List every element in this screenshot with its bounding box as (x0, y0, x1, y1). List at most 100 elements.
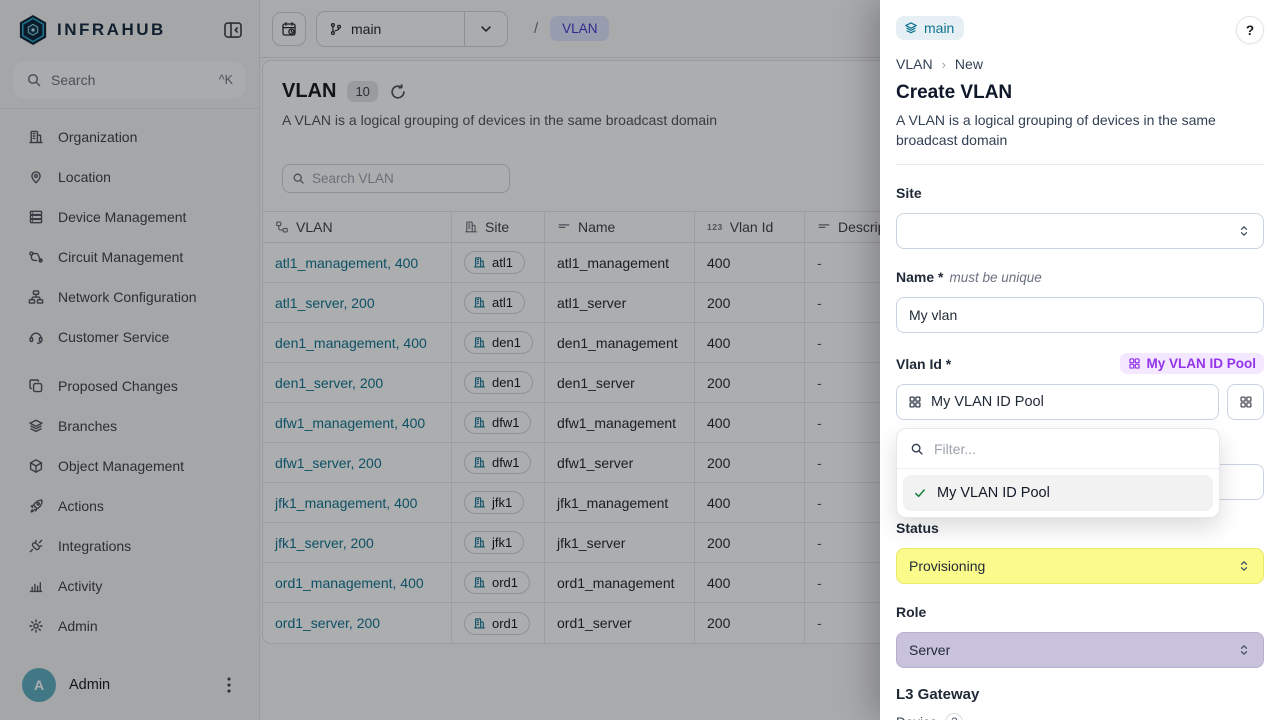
vlan-link[interactable]: ord1_management, 400 (275, 574, 424, 591)
description-cell: - (817, 494, 822, 511)
create-vlan-drawer: main ? VLAN › New Create VLAN A VLAN is … (880, 0, 1280, 720)
vlan-link[interactable]: atl1_server, 200 (275, 294, 375, 311)
site-badge[interactable]: ord1 (464, 571, 531, 594)
site-badge[interactable]: atl1 (464, 291, 525, 314)
page-description: A VLAN is a logical grouping of devices … (282, 112, 718, 128)
chevrons-up-down-icon (1237, 224, 1251, 238)
breadcrumb-current[interactable]: VLAN (550, 16, 610, 41)
col-vlan[interactable]: VLAN (263, 212, 451, 242)
site-name: dfw1 (492, 455, 520, 470)
name-cell: dfw1_management (557, 414, 677, 431)
calendar-clock-icon[interactable] (272, 11, 306, 46)
sidebar-item-proposed-changes[interactable]: Proposed Changes (16, 366, 243, 406)
sidebar-item-integrations[interactable]: Integrations (16, 526, 243, 566)
pool-option-selected[interactable]: My VLAN ID Pool (903, 475, 1213, 511)
col-name[interactable]: Name (544, 212, 694, 242)
sidebar-collapse-icon[interactable] (223, 20, 243, 40)
number-icon: 123 (707, 222, 723, 232)
pool-option-label: My VLAN ID Pool (937, 485, 1050, 501)
sidebar-item-network-configuration[interactable]: Network Configuration (16, 277, 243, 317)
avatar[interactable]: A (22, 668, 56, 702)
name-cell: atl1_management (557, 254, 670, 271)
sidebar-item-object-management[interactable]: Object Management (16, 446, 243, 486)
sidebar-item-actions[interactable]: Actions (16, 486, 243, 526)
site-badge[interactable]: ord1 (464, 611, 531, 635)
table-row: dfw1_server, 200 dfw1 dfw1_server 200 - (263, 443, 1271, 483)
pool-badge[interactable]: My VLAN ID Pool (1120, 353, 1264, 374)
logo: INFRAHUB (0, 0, 259, 56)
sidebar-item-activity[interactable]: Activity (16, 566, 243, 606)
vlan-link[interactable]: jfk1_management, 400 (275, 494, 418, 511)
vlan-id-cell: 400 (707, 254, 731, 271)
col-label: VLAN (296, 219, 333, 235)
role-value: Server (909, 642, 951, 658)
branch-selector[interactable]: main (316, 10, 508, 47)
pool-picker-button[interactable] (1227, 384, 1264, 420)
vlan-id-cell: 200 (707, 374, 731, 391)
vlan-link[interactable]: atl1_management, 400 (275, 254, 419, 271)
sidebar-item-branches[interactable]: Branches (16, 406, 243, 446)
site-badge[interactable]: jfk1 (464, 491, 525, 514)
vlan-link[interactable]: ord1_server, 200 (275, 615, 381, 631)
chevrons-up-down-icon (1237, 643, 1251, 657)
status-select[interactable]: Provisioning (896, 548, 1264, 584)
search-input[interactable]: Search ^K (14, 62, 245, 98)
col-label: Name (578, 219, 616, 235)
app-title: INFRAHUB (57, 20, 166, 39)
sidebar-item-device-management[interactable]: Device Management (16, 197, 243, 237)
col-site[interactable]: Site (451, 212, 544, 242)
sidebar-item-organization[interactable]: Organization (16, 117, 243, 157)
role-select[interactable]: Server (896, 632, 1264, 668)
site-badge[interactable]: den1 (464, 371, 533, 394)
device-help-icon[interactable]: ? (945, 713, 964, 720)
site-label: Site (896, 185, 922, 201)
name-input[interactable]: My vlan (896, 297, 1264, 333)
sidebar-item-circuit-management[interactable]: Circuit Management (16, 237, 243, 277)
text-icon (817, 220, 831, 234)
description-cell: - (817, 454, 822, 471)
table-row: den1_server, 200 den1 den1_server 200 - (263, 363, 1271, 403)
vlan-id-label: Vlan Id * (896, 355, 952, 372)
help-button[interactable]: ? (1236, 16, 1264, 44)
name-cell: den1_server (557, 374, 635, 391)
pool-filter-input[interactable]: Filter... (897, 429, 1219, 469)
site-field: Site (896, 185, 1264, 249)
site-badge[interactable]: den1 (464, 331, 533, 354)
bar-chart-icon (28, 578, 44, 594)
chevron-right-icon: › (941, 56, 946, 72)
vlan-link[interactable]: dfw1_management, 400 (275, 414, 426, 431)
vlan-link[interactable]: den1_server, 200 (275, 374, 384, 391)
site-badge[interactable]: jfk1 (464, 531, 525, 554)
vlan-id-input[interactable]: My VLAN ID Pool (896, 384, 1219, 420)
sidebar-item-admin[interactable]: Admin (16, 606, 243, 646)
server-icon (28, 209, 44, 225)
vlan-link[interactable]: den1_management, 400 (275, 334, 427, 351)
sidebar-item-location[interactable]: Location (16, 157, 243, 197)
l3-gateway-heading: L3 Gateway (896, 686, 980, 703)
table-row: atl1_server, 200 atl1 atl1_server 200 - (263, 283, 1271, 323)
site-badge[interactable]: atl1 (464, 251, 525, 274)
map-pin-icon (28, 169, 44, 185)
refresh-icon[interactable] (389, 83, 407, 101)
name-value: My vlan (909, 307, 958, 323)
pool-dropdown: Filter... My VLAN ID Pool (896, 428, 1220, 518)
vlan-link[interactable]: jfk1_server, 200 (275, 534, 374, 551)
table-search-input[interactable]: Search VLAN (282, 164, 510, 193)
branch-dropdown-toggle[interactable] (465, 22, 507, 36)
table-search-placeholder: Search VLAN (312, 171, 394, 186)
vlan-link[interactable]: dfw1_server, 200 (275, 454, 382, 471)
breadcrumb-parent[interactable]: VLAN (896, 56, 933, 72)
breadcrumb-separator: / (534, 20, 539, 37)
user-menu-kebab-icon[interactable] (219, 675, 239, 695)
status-field: Status Provisioning (896, 520, 1264, 584)
building-icon (473, 416, 486, 429)
sidebar-item-customer-service[interactable]: Customer Service (16, 317, 243, 357)
col-vlan-id[interactable]: 123 Vlan Id (694, 212, 804, 242)
site-name: jfk1 (492, 495, 513, 510)
table-row: atl1_management, 400 atl1 atl1_managemen… (263, 243, 1271, 283)
site-badge[interactable]: dfw1 (464, 411, 532, 434)
card-header: VLAN 10 A VLAN is a logical grouping of … (263, 61, 1271, 193)
site-badge[interactable]: dfw1 (464, 451, 532, 474)
sidebar: INFRAHUB Search ^K Organization Location… (0, 0, 260, 720)
site-select[interactable] (896, 213, 1264, 249)
